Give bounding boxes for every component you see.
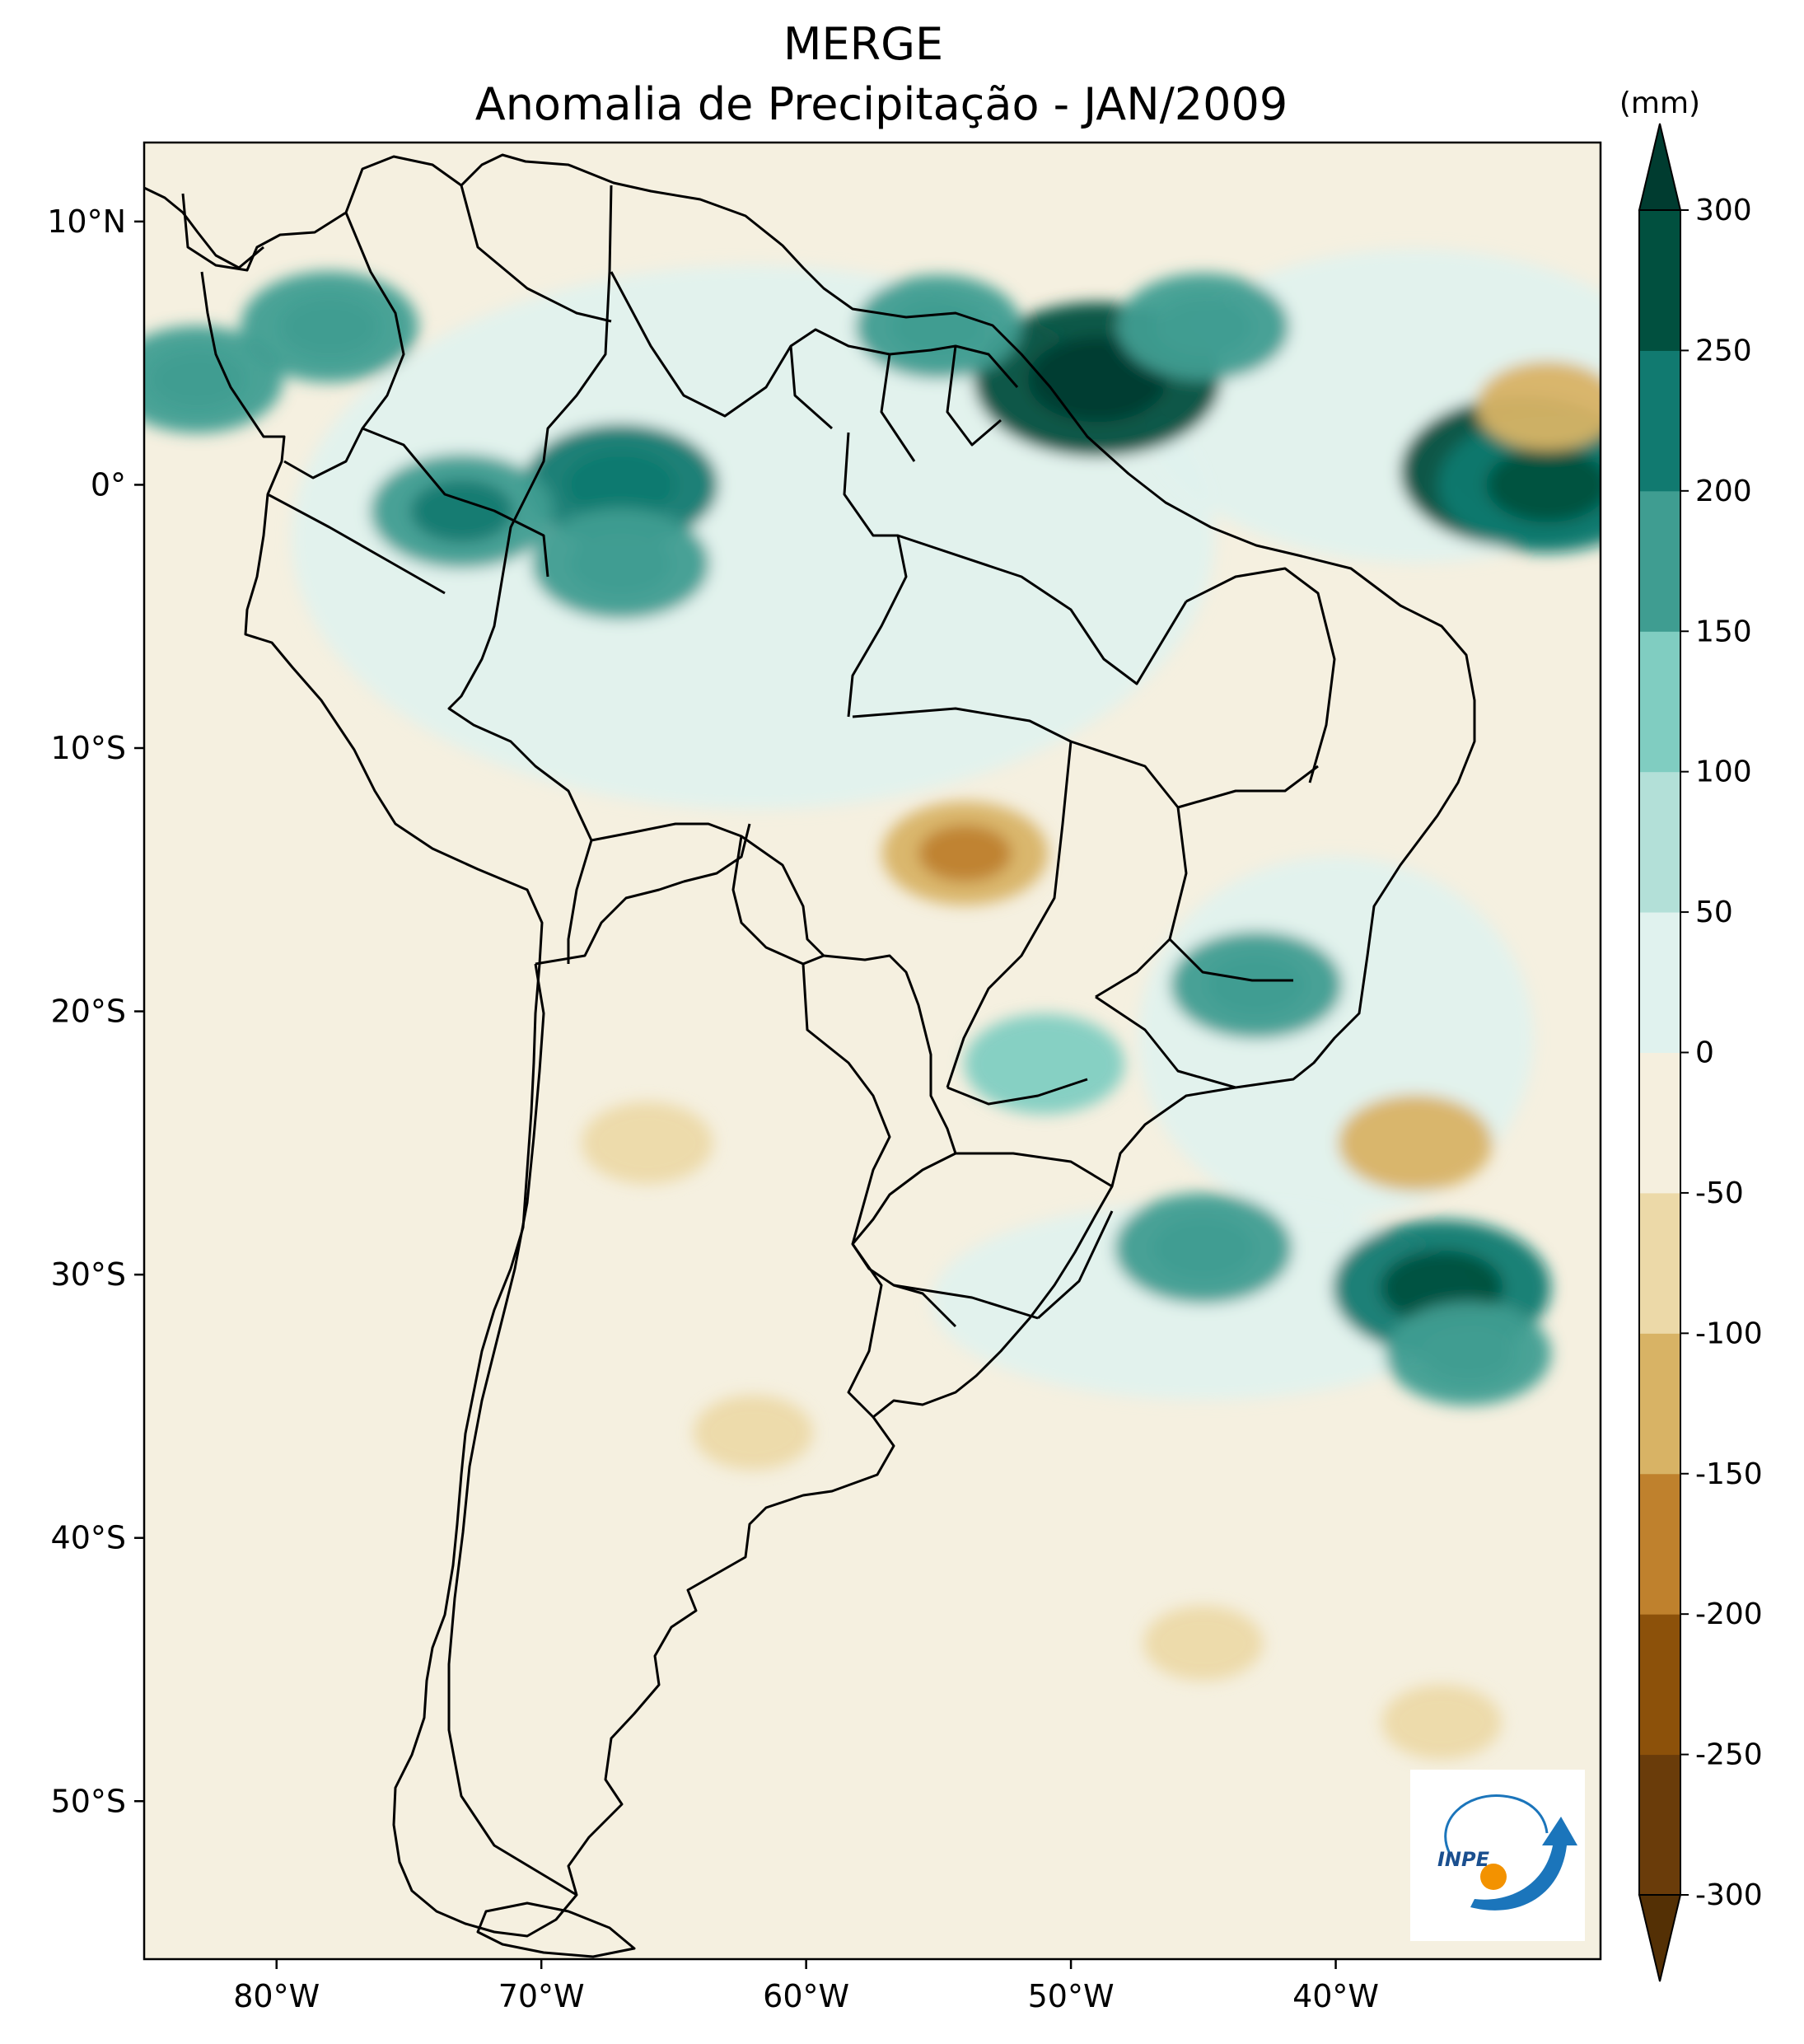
map-panel [143,141,1602,1961]
positive-anomaly-core [410,479,514,543]
positive-anomaly [964,1013,1125,1115]
colorbar-tick-label: -300 [1695,1878,1763,1912]
negative-anomaly [1143,1606,1264,1681]
colorbar-unit: (mm) [1619,87,1700,120]
lon-tick-label: 50°W [1028,1978,1115,2014]
latitude-axis: 10°N 0° 10°S 20°S 30°S 40°S 50°S [47,203,144,1819]
colorbar-segment [1639,1754,1680,1896]
colorbar-tick-label: -250 [1695,1738,1763,1772]
lat-tick-label: 10°N [47,203,126,240]
tierra-del-fuego [476,1901,636,1958]
colorbar-segment [1639,490,1680,632]
positive-anomaly-core [1155,297,1252,357]
border-south-countries [535,823,891,1419]
lon-tick-label: 40°W [1292,1978,1379,2014]
logo-arrow [1470,1817,1577,1911]
logo-sun [1480,1864,1507,1890]
positive-anomaly-core [279,296,380,358]
colorbar-tick-label: 250 [1695,334,1752,367]
positive-anomaly-core [1153,1218,1254,1279]
map-title: MERGE [783,18,943,70]
colorbar-segment [1639,210,1680,351]
colorbar-tick-label: -50 [1695,1176,1744,1210]
colorbar-extend-under [1638,1894,1682,1982]
colorbar-extend-over [1638,123,1682,211]
colorbar-segment [1639,1052,1680,1194]
colorbar-tick-label: 50 [1695,896,1733,929]
colorbar-tick-label: 100 [1695,755,1752,789]
negative-anomaly [1338,1094,1493,1191]
colorbar-segment [1639,912,1680,1053]
anomaly-field [144,249,1601,1760]
colorbar-segment [1639,1473,1680,1615]
state-borders [843,432,1336,1320]
lon-tick-label: 60°W [763,1978,849,2014]
lat-tick-label: 50°S [51,1783,126,1819]
positive-anomaly-core [566,451,676,519]
coastline-and-borders [144,153,1476,1958]
colorbar-tick-label: -150 [1695,1457,1763,1491]
colorbar: -300 -250 -200 -150 -100 -50 0 50 100 150 200 250 30… [1638,123,1763,1982]
inpe-logo: INPE [1410,1770,1585,1941]
logo-orbit [1444,1794,1549,1855]
colorbar-segment [1639,1192,1680,1334]
map-frame [143,141,1602,1961]
central-america [144,186,264,269]
lon-tick-label: 70°W [498,1978,585,2014]
longitude-axis: 80°W 70°W 60°W 50°W 40°W [233,1959,1379,2014]
logo-text: INPE [1437,1848,1490,1871]
colorbar-tick-label: 300 [1695,194,1752,227]
positive-anomaly-core [891,298,986,356]
negative-anomaly [693,1395,813,1471]
colorbar-tick-label: -200 [1695,1597,1763,1631]
negative-anomaly-core [918,825,1012,882]
lat-tick-label: 30°S [51,1256,126,1293]
lat-tick-label: 20°S [51,994,126,1030]
lon-tick-label: 80°W [233,1978,320,2014]
coastline [181,153,1476,1938]
lat-tick-label: 10°S [51,730,126,766]
colorbar-segment [1639,1614,1680,1756]
lat-tick-label: 0° [91,466,126,503]
border-north-countries [267,185,1002,595]
positive-anomaly-core [1208,955,1305,1015]
colorbar-tick-label: 150 [1695,615,1752,648]
colorbar-segment [1639,771,1680,913]
colorbar-tick-label: 200 [1695,475,1752,508]
strong-positive-anomaly-core [1027,337,1167,423]
border-chile-argentina [447,963,577,1897]
negative-anomaly [1476,361,1601,451]
negative-anomaly [1381,1684,1502,1760]
positive-anomaly-core [1486,447,1601,522]
colorbar-segment [1639,1333,1680,1475]
lat-tick-label: 40°S [51,1520,126,1556]
colorbar-tick-label: -100 [1695,1317,1763,1350]
colorbar-segment [1639,350,1680,492]
colorbar-tick-label: 0 [1695,1036,1714,1070]
negative-anomaly [582,1102,713,1185]
positive-anomaly-core [1421,1325,1515,1382]
colorbar-segment [1639,631,1680,773]
map-subtitle: Anomalia de Precipitação - JAN/2009 [475,78,1288,130]
positive-anomaly-core [148,349,245,409]
positive-anomaly-core [570,533,671,595]
